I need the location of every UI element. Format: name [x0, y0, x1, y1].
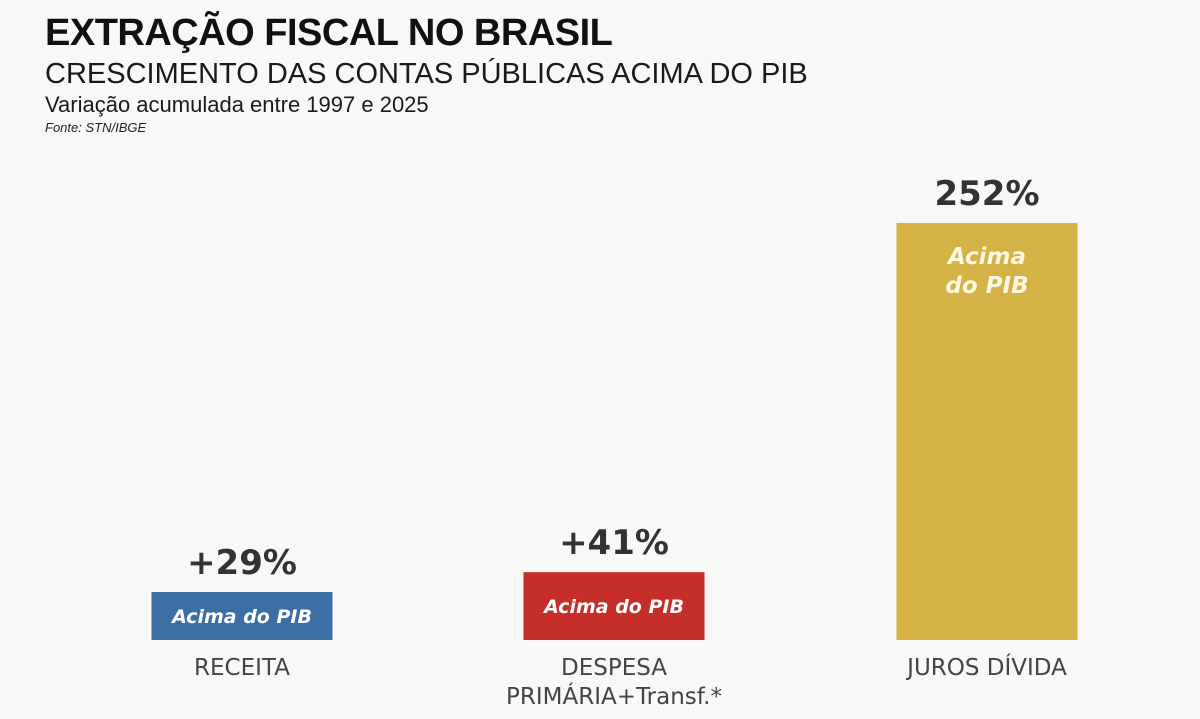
chart-title: EXTRAÇÃO FISCAL NO BRASIL [45, 12, 613, 54]
category-label: JUROS DÍVIDA [905, 653, 1067, 681]
bar [523, 572, 705, 640]
bar [896, 223, 1078, 640]
value-label: 252% [934, 174, 1039, 214]
bar [151, 592, 333, 640]
bar-inner-label: Acima [946, 244, 1026, 270]
category-label: PRIMÁRIA+Transf.* [506, 682, 722, 710]
bar-inner-label: do PIB [945, 273, 1028, 299]
chart-source: Fonte: STN/IBGE [45, 120, 147, 135]
value-label: +41% [559, 523, 669, 563]
bar-inner-label: Acima do PIB [170, 606, 312, 628]
bar-inner-label: Acima do PIB [542, 596, 684, 618]
chart-subtitle: CRESCIMENTO DAS CONTAS PÚBLICAS ACIMA DO… [45, 58, 808, 90]
chart-description: Variação acumulada entre 1997 e 2025 [45, 92, 429, 117]
category-label: DESPESA [561, 655, 667, 681]
value-label: +29% [187, 543, 297, 583]
category-label: RECEITA [194, 655, 290, 681]
